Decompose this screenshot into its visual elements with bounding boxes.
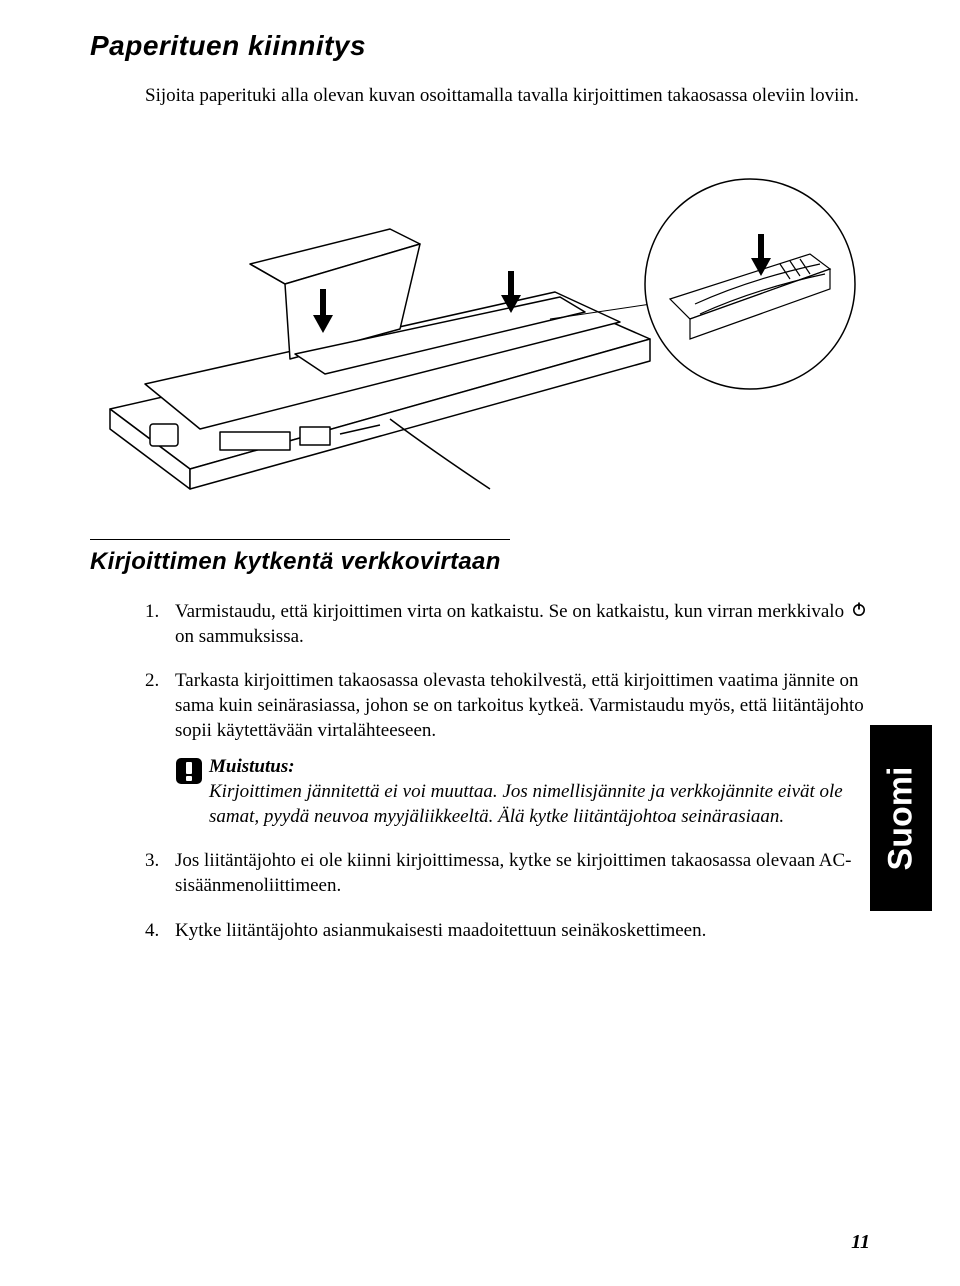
step-number: 4.	[145, 919, 175, 944]
step-number: 3.	[145, 849, 175, 898]
step-body: Jos liitäntäjohto ei ole kiinni kirjoitt…	[175, 849, 870, 898]
step-text: Tarkasta kirjoittimen takaosassa olevast…	[175, 670, 864, 740]
step-text-after: on sammuksissa.	[175, 626, 304, 647]
step-1: 1. Varmistaudu, että kirjoittimen virta …	[145, 600, 870, 650]
step-number: 2.	[145, 669, 175, 829]
step-3: 3. Jos liitäntäjohto ei ole kiinni kirjo…	[145, 849, 870, 898]
step-2: 2. Tarkasta kirjoittimen takaosassa olev…	[145, 669, 870, 829]
section-heading-2: Kirjoittimen kytkentä verkkovirtaan	[90, 548, 870, 576]
caution-label: Muistutus:	[209, 756, 295, 777]
caution-icon	[175, 755, 209, 829]
caution-body: Kirjoittimen jännitettä ei voi muuttaa. …	[209, 781, 843, 827]
intro-paragraph: Sijoita paperituki alla olevan kuvan oso…	[145, 84, 870, 109]
section-heading-1: Paperituen kiinnitys	[90, 30, 870, 62]
language-tab: Suomi	[870, 725, 932, 911]
caution-text: Muistutus: Kirjoittimen jännitettä ei vo…	[209, 755, 870, 829]
language-tab-label: Suomi	[882, 766, 921, 870]
step-body: Kytke liitäntäjohto asianmukaisesti maad…	[175, 919, 870, 944]
caution-box: Muistutus: Kirjoittimen jännitettä ei vo…	[175, 755, 870, 829]
power-icon	[851, 600, 867, 625]
printer-illustration	[90, 129, 860, 509]
step-body: Tarkasta kirjoittimen takaosassa olevast…	[175, 669, 870, 829]
step-4: 4. Kytke liitäntäjohto asianmukaisesti m…	[145, 919, 870, 944]
step-text-before: Varmistaudu, että kirjoittimen virta on …	[175, 601, 849, 622]
section-divider	[90, 539, 510, 540]
step-body: Varmistaudu, että kirjoittimen virta on …	[175, 600, 870, 650]
page-number: 11	[851, 1231, 870, 1254]
step-number: 1.	[145, 600, 175, 650]
